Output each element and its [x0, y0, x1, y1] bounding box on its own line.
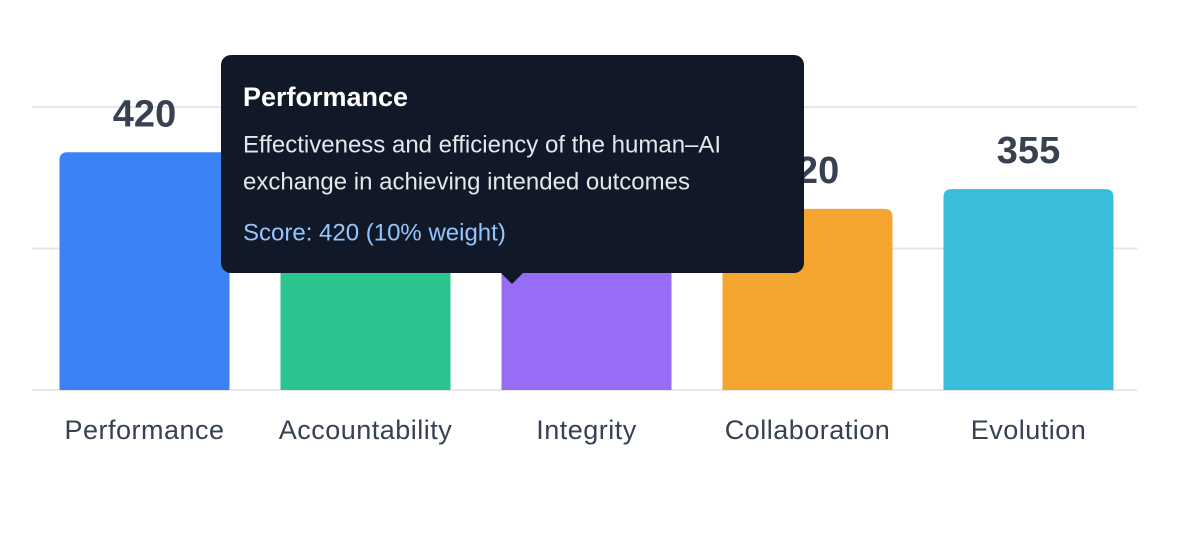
bar	[943, 189, 1114, 390]
tooltip-description: exchange in achieving intended outcomes	[243, 168, 690, 195]
tooltip-pointer	[500, 272, 524, 284]
tooltip: Performance Effectiveness and efficiency…	[221, 55, 804, 284]
x-tick-label: Collaboration	[725, 415, 891, 445]
tooltip-title: Performance	[243, 82, 408, 112]
value-label: 420	[113, 93, 176, 135]
tooltip-score: Score: 420 (10% weight)	[243, 219, 506, 246]
tooltip-box	[221, 55, 804, 273]
x-tick-label: Evolution	[971, 415, 1087, 445]
value-label: 355	[997, 130, 1060, 172]
bar	[59, 152, 230, 390]
x-tick-label: Performance	[64, 415, 224, 445]
x-tick-label: Accountability	[279, 415, 453, 445]
x-tick-label: Integrity	[536, 415, 637, 445]
tooltip-description: Effectiveness and efficiency of the huma…	[243, 131, 721, 158]
